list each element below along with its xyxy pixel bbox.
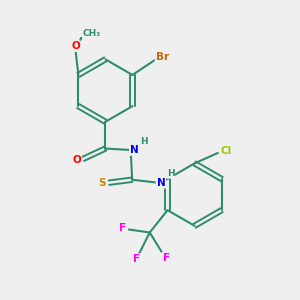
Text: F: F [133, 254, 140, 264]
Text: Br: Br [156, 52, 169, 62]
Text: O: O [72, 155, 81, 165]
Text: F: F [163, 253, 170, 263]
Text: F: F [119, 223, 127, 233]
Text: S: S [99, 178, 106, 188]
Text: O: O [71, 41, 80, 51]
Text: N: N [157, 178, 165, 188]
Text: CH₃: CH₃ [83, 29, 101, 38]
Text: H: H [140, 136, 148, 146]
Text: H: H [167, 169, 175, 178]
Text: Cl: Cl [220, 146, 231, 157]
Text: N: N [130, 145, 139, 155]
